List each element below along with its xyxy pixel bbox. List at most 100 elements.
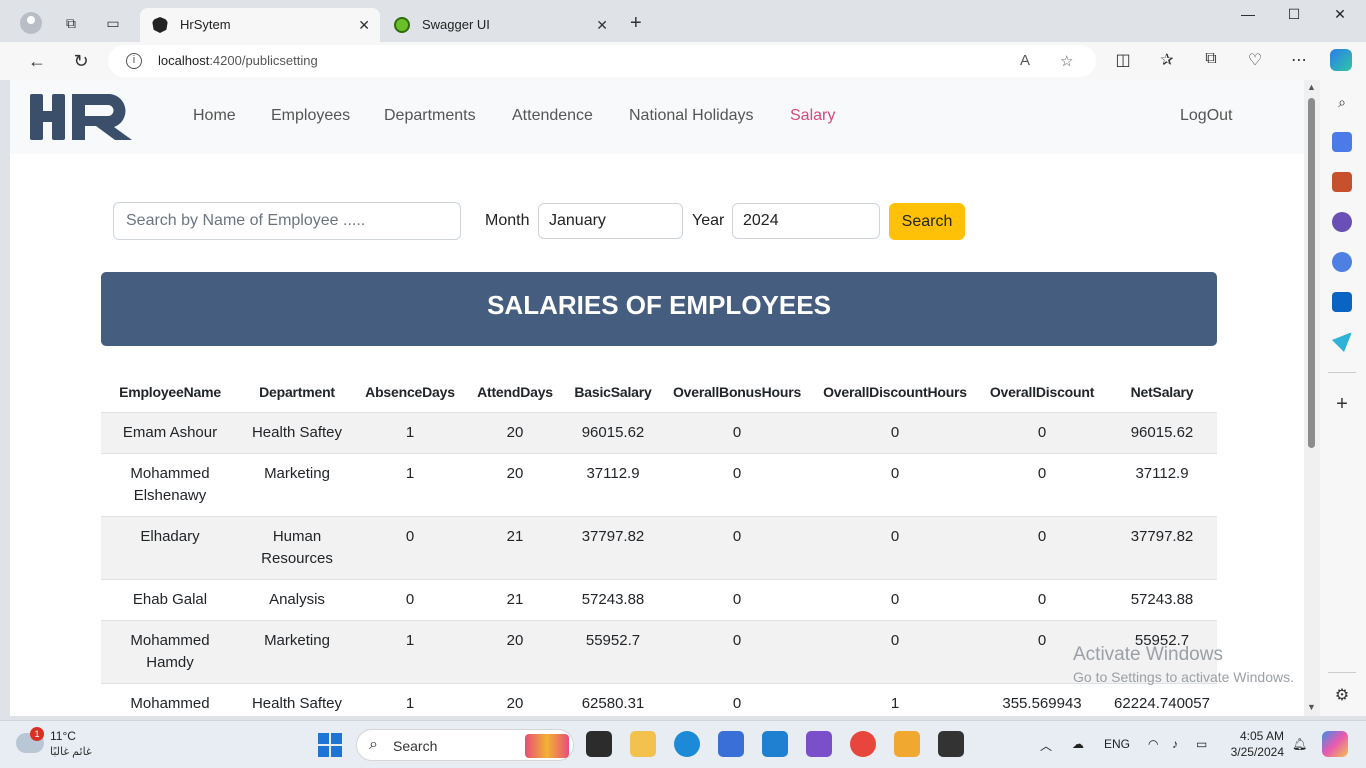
windows-start-icon[interactable] [318,733,342,757]
notification-bell-icon[interactable]: 🔔︎ [1292,737,1308,751]
performance-icon[interactable]: ♡ [1247,52,1263,69]
scroll-up-icon[interactable]: ▲ [1307,82,1316,92]
chevron-up-icon[interactable]: ︿ [1040,739,1053,753]
tab-actions-icon[interactable]: ▭ [106,15,120,31]
nav-salary[interactable]: Salary [790,107,836,124]
refresh-icon[interactable]: ↻ [73,51,89,71]
logout-link[interactable]: LogOut [1180,107,1233,124]
new-tab-icon[interactable]: + [630,12,642,34]
cell: Human Resources [239,515,355,579]
games-icon[interactable] [1332,212,1352,232]
cell: 1 [355,452,465,516]
sidebar-divider [1328,672,1356,673]
language-indicator[interactable]: ENG [1104,737,1131,751]
windows-taskbar: 1 11°C غائم غالبًا ⌕ Search ︿ ☁ ENG ◠ ♪ … [0,720,1366,768]
wifi-icon[interactable]: ◠ [1148,737,1159,751]
search-icon[interactable]: ⌕ [1338,94,1346,110]
minimize-icon[interactable]: — [1241,6,1255,22]
table-row: Mohammed Elshenawy Marketing 1 20 37112.… [101,452,1217,516]
cell: 0 [977,411,1107,453]
tools-icon[interactable] [1332,172,1352,192]
clock-time[interactable]: 4:05 AM [1239,729,1284,743]
split-screen-icon[interactable]: ◫ [1115,52,1131,69]
cell: 96015.62 [1107,411,1217,453]
col-employee-name: EmployeeName [119,383,221,400]
tab-swagger[interactable]: Swagger UI ✕ [382,8,618,42]
shopping-tag-icon[interactable] [1332,132,1352,152]
terminal-icon[interactable] [938,731,964,757]
close-tab-icon[interactable]: ✕ [358,17,370,33]
outlook-icon[interactable] [1332,292,1352,312]
copilot-taskbar-icon[interactable] [1322,731,1348,757]
month-field[interactable] [538,203,683,239]
visual-studio-icon[interactable] [806,731,832,757]
read-aloud-icon[interactable]: A [1020,52,1031,69]
cell: 55952.7 [1107,619,1217,683]
table-header-row: EmployeeName Department AbsenceDays Atte… [101,372,1217,412]
workspaces-icon[interactable]: ⧉ [66,15,76,31]
taskbar-search-box[interactable]: ⌕ Search [356,729,574,761]
network-cloud-icon[interactable]: ☁ [1072,737,1084,751]
table-row: Mohammed Health Saftey 1 20 62580.31 0 1… [101,682,1217,716]
window-close-icon[interactable]: ✕ [1334,6,1346,22]
app-tool-icon[interactable] [894,731,920,757]
cell: 355.569943 [977,682,1107,716]
cell: 21 [465,578,565,620]
task-view-icon[interactable] [586,731,612,757]
cell: 0 [661,578,813,620]
cell: 57243.88 [1107,578,1217,620]
activate-windows-title: Activate Windows [1073,644,1223,665]
add-icon[interactable]: + [1336,393,1348,415]
volume-icon[interactable]: ♪ [1172,737,1178,751]
search-button[interactable]: Search [889,203,965,240]
weather-desc[interactable]: غائم غالبًا [50,746,92,758]
favorite-star-icon[interactable]: ☆ [1060,53,1074,70]
send-icon[interactable] [1332,332,1352,352]
profile-icon[interactable] [20,12,42,34]
cell: Mohammed Hamdy [101,619,239,683]
file-explorer-icon[interactable] [630,731,656,757]
cell: 20 [465,619,565,683]
edge-sidebar: ⌕ + ⚙ [1320,80,1366,716]
nav-home[interactable]: Home [193,107,236,124]
copilot-icon[interactable] [1330,49,1352,71]
scroll-down-icon[interactable]: ▼ [1307,702,1316,712]
cell: Elhadary [101,515,239,579]
activate-windows-subtitle: Go to Settings to activate Windows. [1073,669,1294,685]
vscode-icon[interactable] [762,731,788,757]
back-arrow-icon[interactable]: ← [28,51,46,71]
cell: 55952.7 [565,619,661,683]
cell: Mohammed Elshenawy [101,452,239,516]
microsoft-365-icon[interactable] [1332,252,1352,272]
tab-hrsystem[interactable]: HrSytem ✕ [140,8,380,42]
hr-logo-icon[interactable] [28,90,136,144]
nav-departments[interactable]: Departments [384,107,476,124]
info-icon[interactable]: i [126,53,142,69]
cell: 0 [661,619,813,683]
page-scrollbar[interactable]: ▲ ▼ [1304,80,1320,716]
address-bar[interactable]: i localhost:4200/publicsetting A ☆ [108,45,1096,77]
edge-browser-icon[interactable] [674,731,700,757]
maximize-icon[interactable]: ☐ [1287,6,1301,22]
search-icon: ⌕ [369,736,378,753]
col-overall-bonus-hours: OverallBonusHours [672,383,802,400]
gear-icon[interactable]: ⚙ [1334,687,1350,704]
clock-date[interactable]: 3/25/2024 [1230,745,1284,759]
nav-employees[interactable]: Employees [271,107,351,124]
weather-temp[interactable]: 11°C [50,729,76,743]
chrome-icon[interactable] [850,731,876,757]
more-options-icon[interactable]: ⋯ [1291,52,1307,69]
battery-icon[interactable]: ▭ [1196,737,1208,751]
employee-search-input[interactable] [113,202,461,240]
store-icon[interactable] [718,731,744,757]
collections-icon[interactable]: ⧉ [1205,50,1217,67]
cell: 0 [661,515,813,579]
nav-attendence[interactable]: Attendence [512,107,593,124]
favorites-icon[interactable]: ✰ [1160,52,1174,69]
cell: 0 [977,452,1107,516]
scrollbar-thumb[interactable] [1308,98,1315,448]
url-text[interactable]: localhost:4200/publicsetting [158,53,318,68]
close-tab-icon[interactable]: ✕ [596,17,608,33]
nav-national-holidays[interactable]: National Holidays [629,107,754,124]
year-field[interactable] [732,203,880,239]
